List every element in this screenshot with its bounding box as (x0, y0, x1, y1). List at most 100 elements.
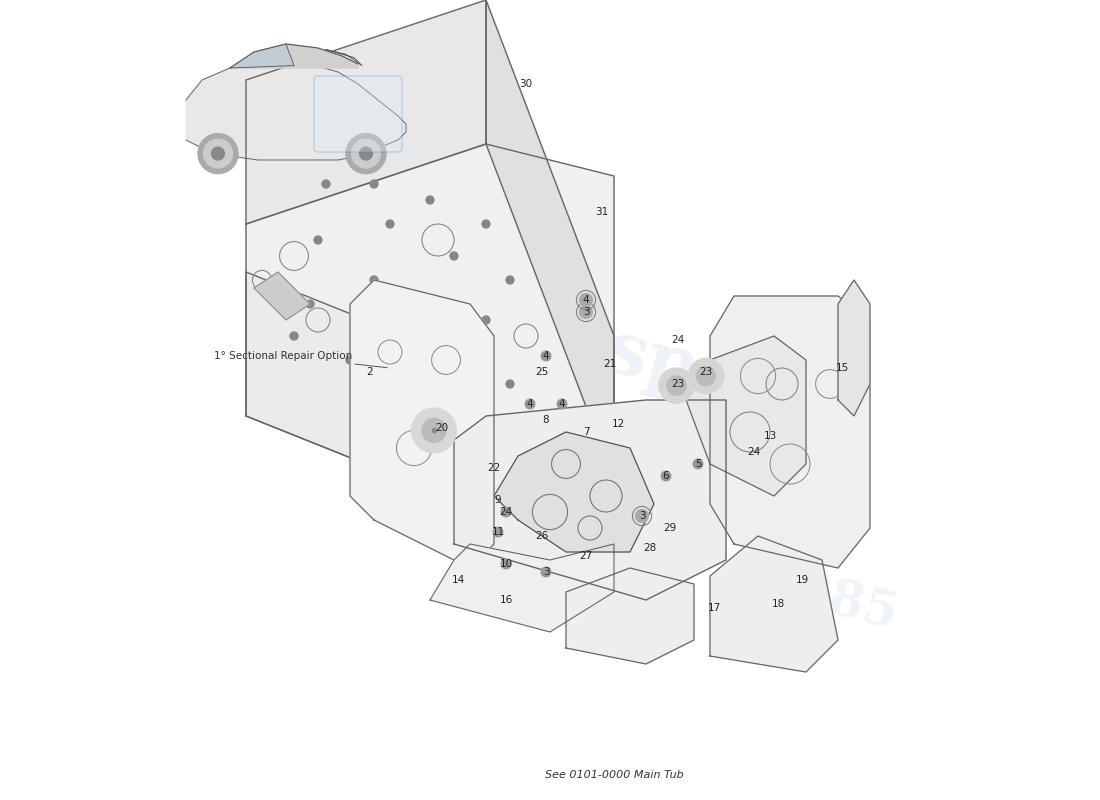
Polygon shape (710, 536, 838, 672)
Text: 3: 3 (583, 307, 590, 317)
Polygon shape (686, 336, 806, 496)
Circle shape (290, 332, 298, 340)
Text: 23: 23 (671, 379, 684, 389)
Text: 18: 18 (771, 599, 784, 609)
Text: See 0101-0000 Main Tub: See 0101-0000 Main Tub (544, 770, 683, 780)
Circle shape (696, 366, 716, 386)
Circle shape (211, 147, 224, 160)
Text: 13: 13 (763, 431, 777, 441)
Polygon shape (350, 280, 494, 568)
Polygon shape (246, 272, 486, 512)
Text: 14: 14 (451, 575, 464, 585)
Text: 23: 23 (700, 367, 713, 377)
Circle shape (198, 134, 238, 174)
Polygon shape (254, 272, 310, 320)
Polygon shape (838, 280, 870, 416)
Text: 1° Sectional Repair Option: 1° Sectional Repair Option (214, 351, 387, 368)
Circle shape (346, 356, 354, 364)
Text: 8: 8 (542, 415, 549, 425)
Polygon shape (430, 544, 614, 632)
Circle shape (541, 351, 551, 361)
Text: 9: 9 (495, 495, 502, 505)
Text: 12: 12 (612, 419, 625, 429)
Text: 4: 4 (527, 399, 534, 409)
Circle shape (306, 300, 313, 308)
Circle shape (506, 276, 514, 284)
Circle shape (450, 340, 458, 348)
Text: 16: 16 (499, 595, 513, 605)
Circle shape (541, 567, 551, 577)
Circle shape (493, 527, 503, 537)
Circle shape (411, 408, 456, 453)
Circle shape (580, 306, 593, 318)
Circle shape (689, 358, 724, 394)
Polygon shape (246, 0, 486, 224)
Circle shape (636, 510, 648, 522)
Polygon shape (566, 568, 694, 664)
Circle shape (482, 220, 490, 228)
Text: 30: 30 (519, 79, 532, 89)
Circle shape (370, 276, 378, 284)
Text: eurospares: eurospares (420, 268, 871, 452)
Circle shape (659, 368, 694, 403)
Polygon shape (230, 44, 358, 68)
Text: 6: 6 (662, 471, 669, 481)
Circle shape (314, 236, 322, 244)
Text: 4: 4 (542, 351, 549, 361)
Text: 27: 27 (580, 551, 593, 561)
Circle shape (322, 180, 330, 188)
Circle shape (386, 220, 394, 228)
Circle shape (360, 147, 373, 160)
Text: 10: 10 (499, 559, 513, 569)
Circle shape (450, 252, 458, 260)
Text: 21: 21 (604, 359, 617, 369)
Text: 22: 22 (487, 463, 500, 473)
Circle shape (426, 300, 434, 308)
Text: 5: 5 (695, 459, 702, 469)
Circle shape (558, 399, 566, 409)
Text: 17: 17 (707, 603, 721, 613)
Text: 29: 29 (663, 523, 676, 533)
Text: 4: 4 (583, 295, 590, 305)
Text: 7: 7 (583, 427, 590, 437)
Polygon shape (246, 144, 614, 512)
Circle shape (370, 180, 378, 188)
Circle shape (346, 134, 386, 174)
FancyBboxPatch shape (314, 76, 402, 152)
Text: 26: 26 (536, 531, 549, 541)
Text: 1985: 1985 (757, 558, 903, 642)
Circle shape (204, 139, 232, 168)
Circle shape (661, 471, 671, 481)
Polygon shape (710, 296, 870, 568)
Circle shape (422, 418, 446, 442)
Polygon shape (186, 60, 406, 160)
Text: 15: 15 (835, 363, 848, 373)
Text: 24: 24 (747, 447, 760, 457)
Polygon shape (454, 400, 726, 600)
Circle shape (580, 294, 593, 306)
Circle shape (352, 139, 381, 168)
Circle shape (402, 380, 410, 388)
Text: 28: 28 (644, 543, 657, 553)
Circle shape (667, 376, 686, 395)
Text: 11: 11 (492, 527, 505, 537)
Circle shape (506, 380, 514, 388)
Polygon shape (230, 44, 294, 68)
Circle shape (502, 507, 510, 517)
Text: 24: 24 (671, 335, 684, 345)
Text: 3: 3 (639, 511, 646, 521)
Polygon shape (494, 432, 654, 552)
Circle shape (525, 399, 535, 409)
Polygon shape (486, 0, 614, 480)
Text: 4: 4 (559, 399, 565, 409)
Text: 24: 24 (499, 507, 513, 517)
Text: 31: 31 (595, 207, 608, 217)
Circle shape (426, 196, 434, 204)
Circle shape (502, 559, 510, 569)
Text: 2: 2 (366, 367, 373, 377)
Text: 19: 19 (795, 575, 808, 585)
Text: a passion for parts since 1985: a passion for parts since 1985 (360, 414, 772, 546)
Circle shape (482, 316, 490, 324)
Text: 3: 3 (542, 567, 549, 577)
Circle shape (693, 459, 703, 469)
